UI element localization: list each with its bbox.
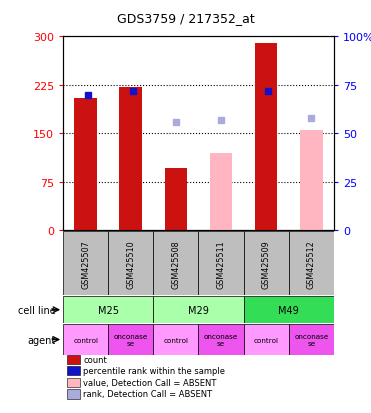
Bar [165, 168, 187, 231]
Text: rank, Detection Call = ABSENT: rank, Detection Call = ABSENT [83, 389, 213, 399]
Bar [198, 232, 244, 296]
Text: GSM425509: GSM425509 [262, 240, 271, 288]
Bar [289, 324, 334, 355]
Text: control: control [254, 337, 279, 343]
Bar [119, 88, 142, 231]
Bar [63, 324, 108, 355]
Text: GDS3759 / 217352_at: GDS3759 / 217352_at [116, 12, 255, 25]
Bar [108, 324, 153, 355]
Text: GSM425508: GSM425508 [171, 240, 180, 288]
Bar [108, 232, 153, 296]
Bar [74, 99, 97, 231]
Text: M29: M29 [188, 305, 209, 315]
Bar [210, 153, 232, 231]
Bar [153, 232, 198, 296]
Text: percentile rank within the sample: percentile rank within the sample [83, 366, 226, 375]
Bar [255, 44, 278, 231]
Text: GSM425510: GSM425510 [126, 240, 135, 288]
Bar [153, 324, 198, 355]
Text: agent: agent [27, 335, 56, 345]
Bar [244, 297, 334, 323]
Text: cell line: cell line [18, 305, 56, 315]
Text: count: count [83, 355, 107, 364]
Text: GSM425511: GSM425511 [217, 240, 226, 288]
Text: control: control [73, 337, 98, 343]
Bar [244, 232, 289, 296]
Text: M25: M25 [98, 305, 119, 315]
Bar [300, 131, 323, 231]
Bar [289, 232, 334, 296]
Bar [63, 297, 153, 323]
Bar [244, 324, 289, 355]
Text: onconase
se: onconase se [204, 333, 238, 346]
Text: onconase
se: onconase se [294, 333, 328, 346]
Text: onconase
se: onconase se [114, 333, 148, 346]
Text: GSM425507: GSM425507 [81, 240, 90, 288]
Text: value, Detection Call = ABSENT: value, Detection Call = ABSENT [83, 378, 217, 387]
Text: GSM425512: GSM425512 [307, 240, 316, 288]
Bar [63, 232, 108, 296]
Bar [198, 324, 244, 355]
Text: M49: M49 [278, 305, 299, 315]
Text: control: control [163, 337, 188, 343]
Bar [153, 297, 244, 323]
